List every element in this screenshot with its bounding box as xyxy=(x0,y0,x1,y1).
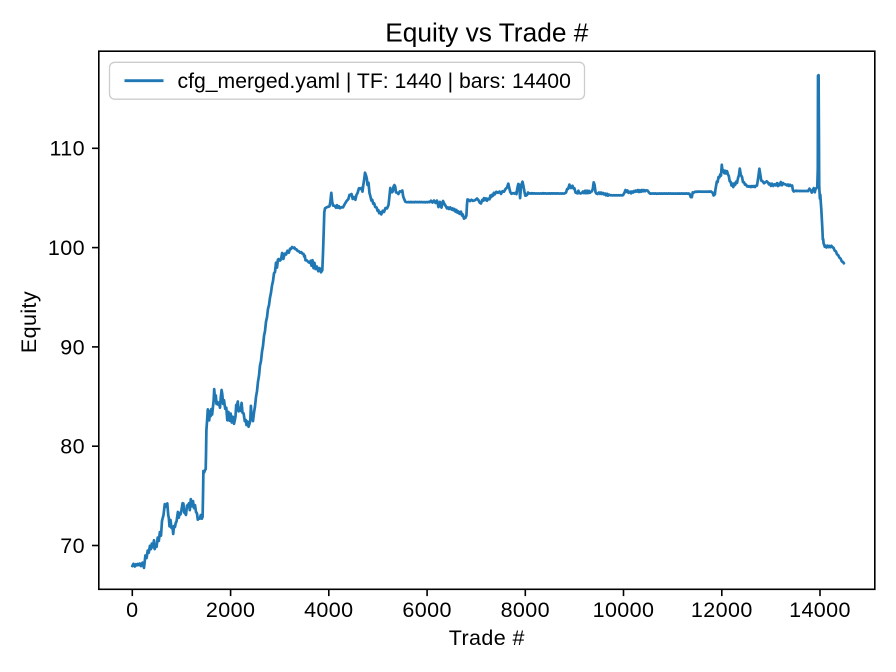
svg-text:8000: 8000 xyxy=(501,598,550,622)
svg-text:Equity: Equity xyxy=(17,291,41,353)
svg-text:2000: 2000 xyxy=(206,598,255,622)
svg-text:100: 100 xyxy=(48,236,85,260)
svg-text:90: 90 xyxy=(60,335,85,359)
svg-text:Equity vs Trade #: Equity vs Trade # xyxy=(385,18,589,48)
svg-text:10000: 10000 xyxy=(593,598,655,622)
svg-text:70: 70 xyxy=(60,534,85,558)
svg-text:14000: 14000 xyxy=(789,598,851,622)
svg-text:80: 80 xyxy=(60,435,85,459)
svg-text:cfg_merged.yaml | TF: 1440 | b: cfg_merged.yaml | TF: 1440 | bars: 14400 xyxy=(178,70,571,93)
svg-text:6000: 6000 xyxy=(402,598,451,622)
svg-text:4000: 4000 xyxy=(304,598,353,622)
svg-text:0: 0 xyxy=(126,598,138,622)
svg-text:12000: 12000 xyxy=(691,598,753,622)
svg-text:110: 110 xyxy=(50,137,85,161)
svg-text:Trade #: Trade # xyxy=(449,626,525,650)
